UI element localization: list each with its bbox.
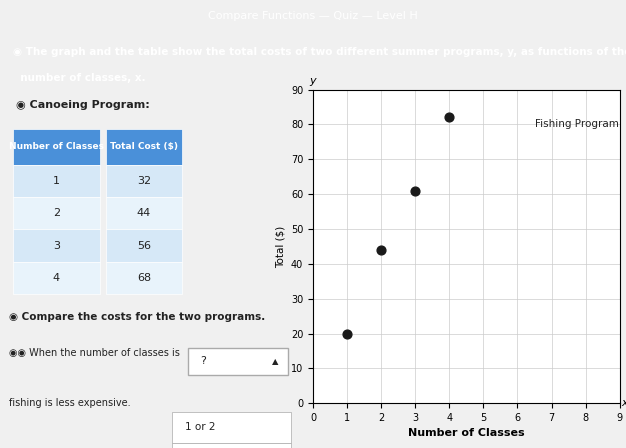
Text: number of classes, x.: number of classes, x. [13,73,145,83]
Text: ▲: ▲ [272,357,279,366]
Text: ◉ Canoeing Program:: ◉ Canoeing Program: [16,100,150,110]
Text: x: x [622,398,626,408]
Text: y: y [310,76,316,86]
Point [444,114,454,121]
Text: 3: 3 [53,241,60,250]
Text: 1 or 2: 1 or 2 [185,422,215,432]
Text: 1: 1 [53,176,60,186]
Y-axis label: Total ($): Total ($) [275,225,285,267]
Text: ?: ? [200,356,206,366]
Text: Compare Functions — Quiz — Level H: Compare Functions — Quiz — Level H [208,11,418,21]
FancyBboxPatch shape [13,129,100,165]
Point [376,246,386,254]
Point [410,187,420,194]
Text: Fishing Program: Fishing Program [535,120,618,129]
Text: Number of Classes: Number of Classes [9,142,104,151]
FancyBboxPatch shape [13,229,100,262]
FancyBboxPatch shape [106,129,182,165]
FancyBboxPatch shape [106,165,182,197]
FancyBboxPatch shape [13,262,100,294]
Text: 56: 56 [137,241,151,250]
Point [342,330,352,337]
FancyBboxPatch shape [106,262,182,294]
FancyBboxPatch shape [172,412,291,443]
Text: 4: 4 [53,273,60,283]
FancyBboxPatch shape [106,229,182,262]
FancyBboxPatch shape [172,443,291,448]
X-axis label: Number of Classes: Number of Classes [408,428,525,439]
FancyBboxPatch shape [13,197,100,229]
Text: fishing is less expensive.: fishing is less expensive. [9,398,131,408]
Text: 44: 44 [137,208,151,218]
Text: 32: 32 [137,176,151,186]
Text: ◉ Compare the costs for the two programs.: ◉ Compare the costs for the two programs… [9,312,265,322]
Text: 68: 68 [137,273,151,283]
FancyBboxPatch shape [188,348,288,375]
Text: 2: 2 [53,208,60,218]
Text: ◉◉ When the number of classes is: ◉◉ When the number of classes is [9,348,180,358]
FancyBboxPatch shape [106,197,182,229]
Text: Total Cost ($): Total Cost ($) [110,142,178,151]
Text: ◉ The graph and the table show the total costs of two different summer programs,: ◉ The graph and the table show the total… [13,47,626,57]
FancyBboxPatch shape [13,165,100,197]
